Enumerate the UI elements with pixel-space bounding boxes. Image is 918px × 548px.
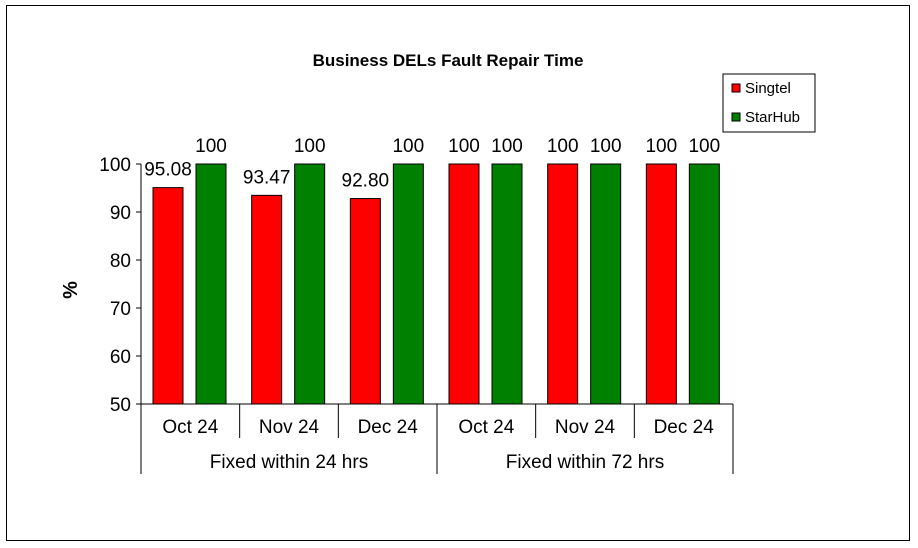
x-category-label: Nov 24 [555, 417, 616, 438]
chart-title: Business DELs Fault Repair Time [313, 51, 584, 70]
bar-starhub [195, 163, 227, 405]
data-label-singtel: 95.08 [144, 160, 192, 181]
y-tick-label: 60 [110, 347, 131, 368]
bar-singtel [349, 198, 381, 405]
x-category-label: Dec 24 [654, 417, 715, 438]
data-label-starhub: 100 [688, 136, 720, 157]
y-tick-label: 70 [110, 299, 131, 320]
bar-singtel [251, 194, 283, 405]
x-axis: Oct 24 Nov 24 Dec 24 Oct 24 Nov 24 Dec 24 Fixe… [140, 403, 734, 474]
data-label-starhub: 100 [392, 136, 424, 157]
legend-label-singtel: Singtel [745, 80, 791, 97]
data-label-starhub: 100 [294, 136, 326, 157]
data-label-singtel: 100 [448, 136, 480, 157]
bar-singtel [448, 163, 480, 405]
y-axis: 50 60 70 80 90 100 [99, 155, 142, 416]
data-label-starhub: 100 [491, 136, 523, 157]
bar-starhub [491, 163, 523, 405]
bar-singtel [645, 163, 677, 405]
y-tick-label: 80 [110, 251, 131, 272]
x-category-label: Oct 24 [162, 417, 218, 438]
bar-starhub [294, 163, 326, 405]
data-label-singtel: 100 [547, 136, 579, 157]
chart-frame: Business DELs Fault Repair Time % 50 60 70… [6, 5, 910, 541]
bar-starhub [688, 163, 720, 405]
bar-starhub [392, 163, 424, 405]
y-tick-label: 90 [110, 203, 131, 224]
bar-starhub [590, 163, 622, 405]
data-label-singtel: 93.47 [243, 167, 291, 188]
data-label-starhub: 100 [195, 136, 227, 157]
legend-label-starhub: StarHub [745, 109, 800, 126]
bar-singtel [547, 163, 579, 405]
x-category-label: Dec 24 [358, 417, 419, 438]
data-label-singtel: 100 [645, 136, 677, 157]
legend-swatch-starhub [731, 112, 741, 122]
bar-singtel [152, 187, 184, 405]
y-tick-label: 100 [99, 155, 131, 176]
data-label-starhub: 100 [590, 136, 622, 157]
x-category-label: Nov 24 [259, 417, 320, 438]
x-category-label: Oct 24 [458, 417, 514, 438]
legend: Singtel StarHub [722, 73, 816, 133]
x-group-label: Fixed within 72 hrs [506, 452, 664, 473]
data-label-singtel: 92.80 [342, 171, 390, 192]
y-tick-label: 50 [110, 395, 131, 416]
legend-swatch-singtel [731, 83, 741, 93]
y-axis-label: % [60, 281, 82, 299]
x-group-label: Fixed within 24 hrs [210, 452, 368, 473]
bar-chart: Business DELs Fault Repair Time % 50 60 70… [60, 51, 816, 474]
